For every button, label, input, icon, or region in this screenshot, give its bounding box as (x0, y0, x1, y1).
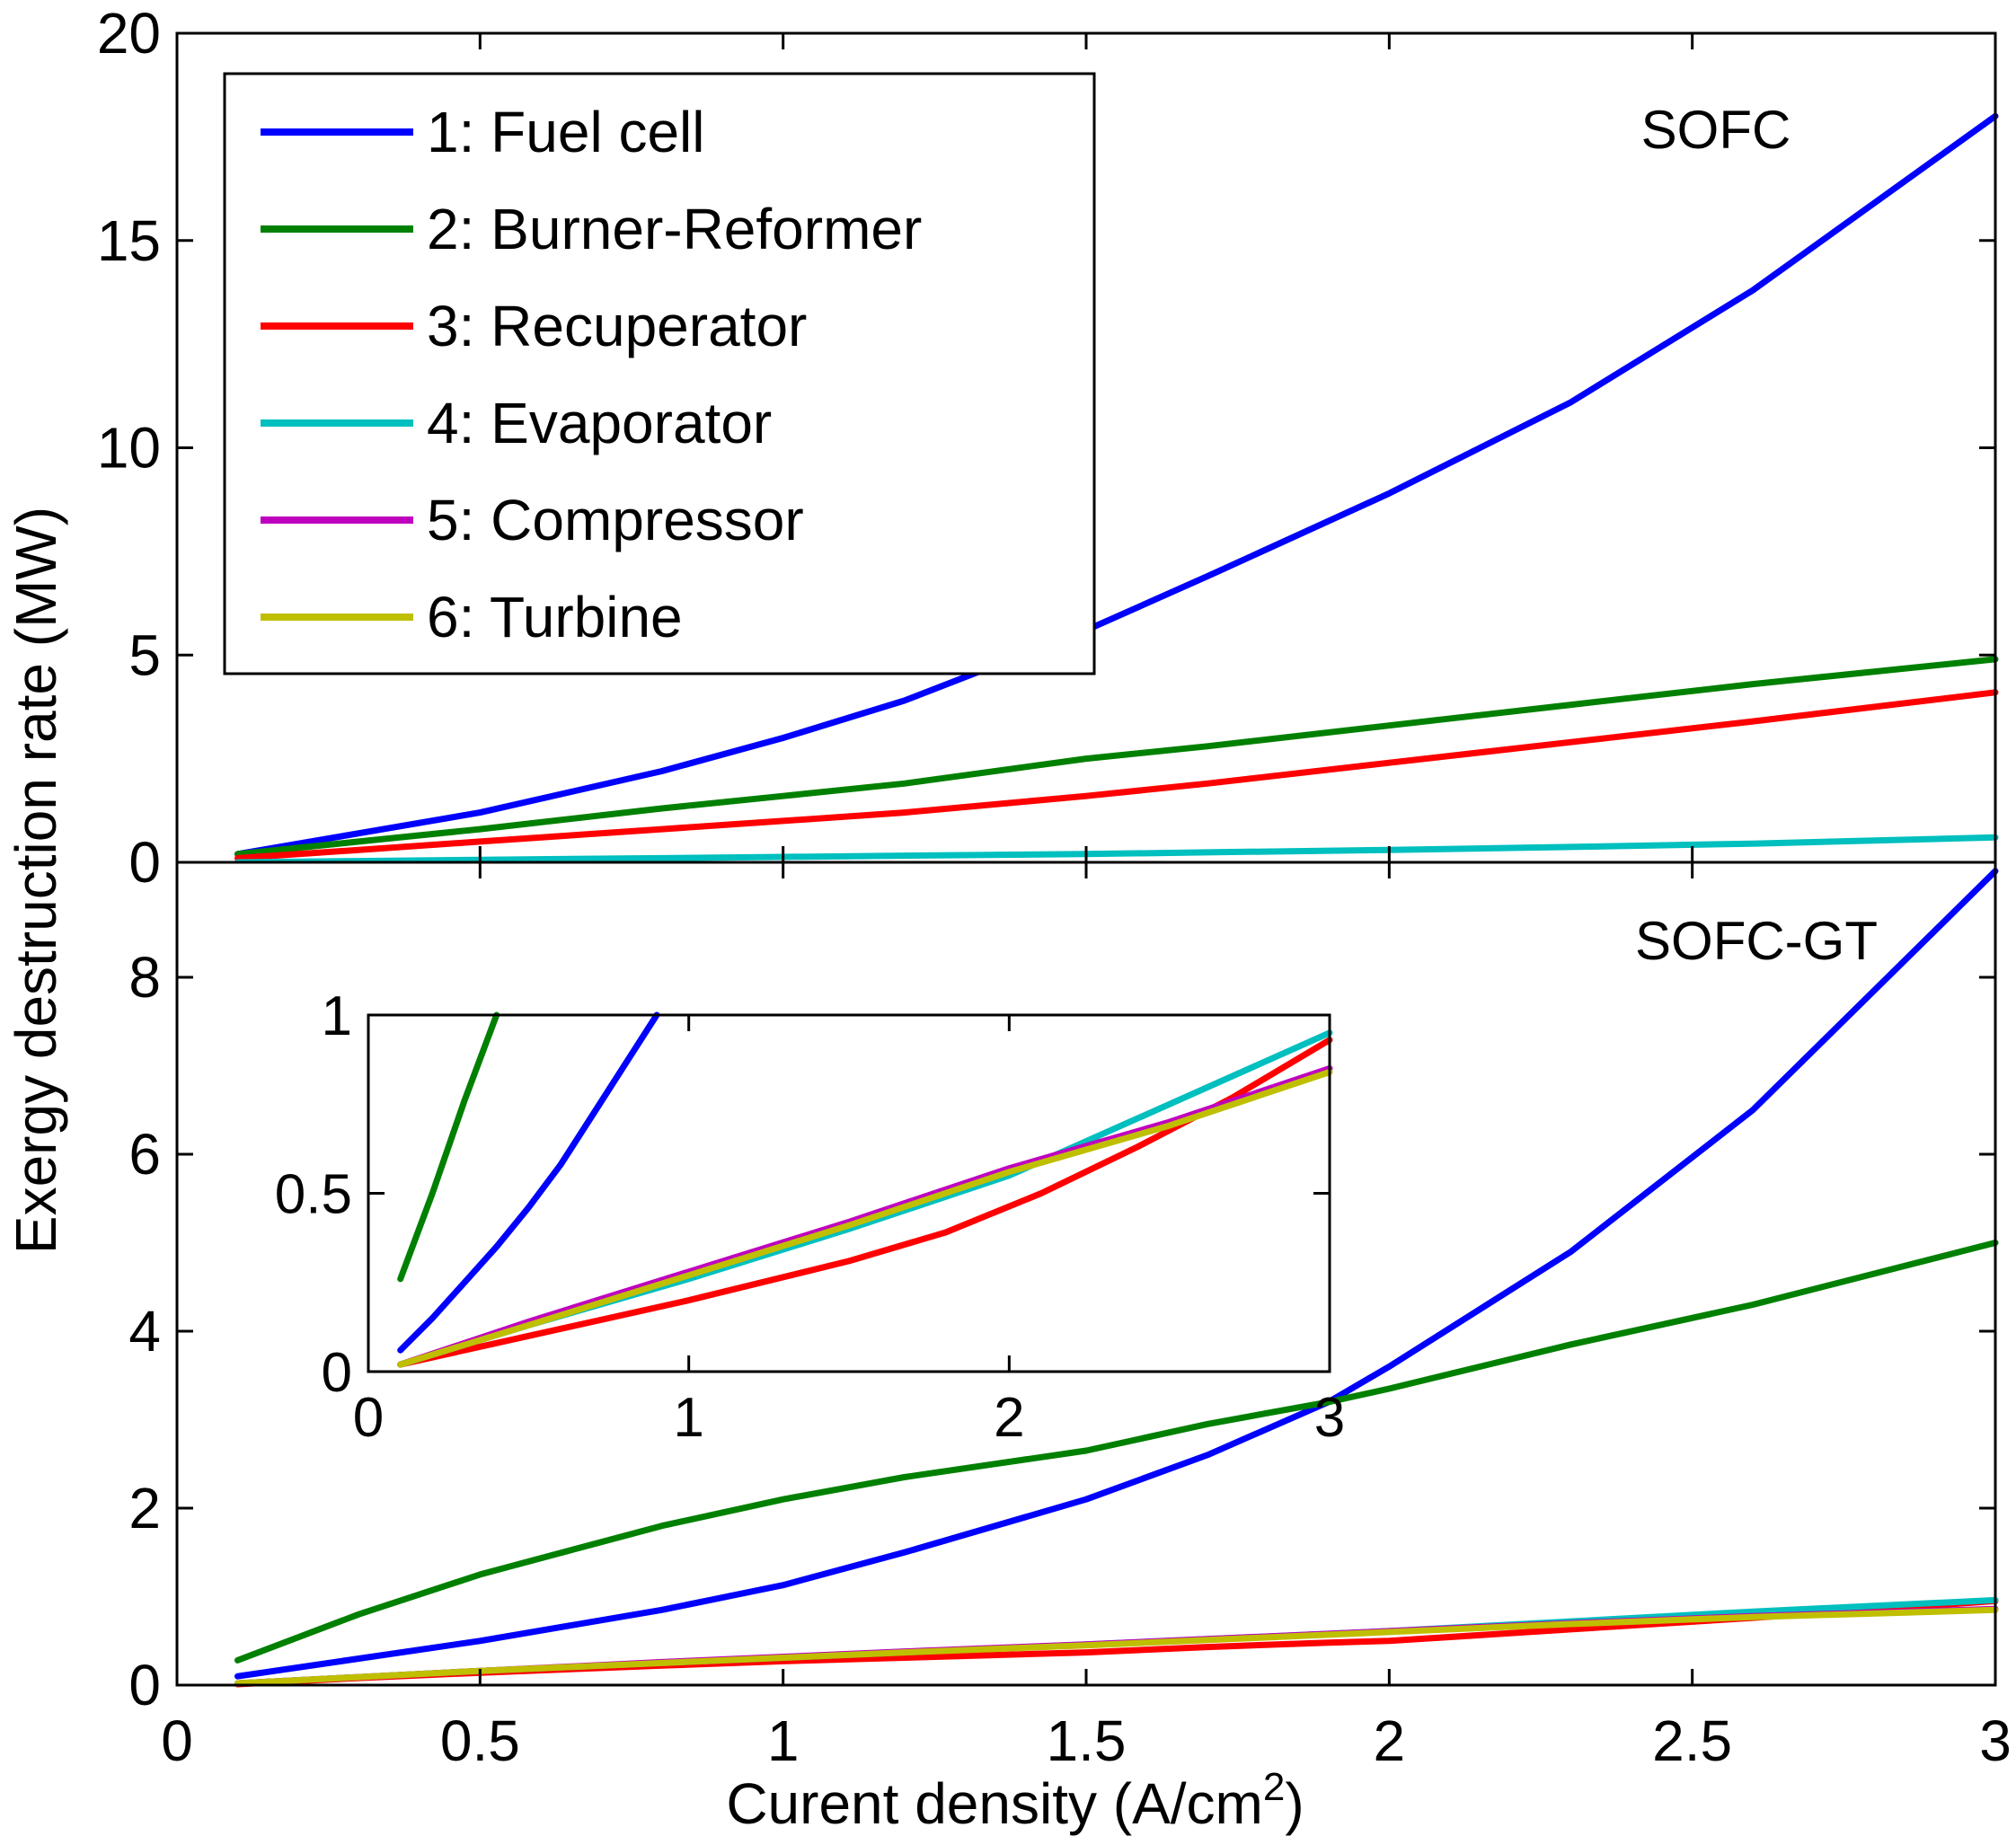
sofc-gt-x-tick-label: 1.5 (1047, 1708, 1127, 1773)
inset-y-tick-label: 0 (322, 1342, 352, 1404)
sofc-y-tick-label: 0 (128, 830, 161, 895)
legend-label-turbine: 6: Turbine (427, 585, 683, 649)
legend-label-burner-reformer: 2: Burner-Reformer (427, 197, 922, 261)
sofc-gt-x-tick-label: 2 (1374, 1708, 1406, 1773)
inset-line-fuel-cell (397, 1011, 660, 1354)
inset-x-tick-label: 2 (994, 1387, 1024, 1449)
legend-label-compressor: 5: Compressor (427, 488, 804, 552)
annotation-sofc-gt: SOFC-GT (1635, 911, 1878, 971)
inset-x-tick-label: 0 (353, 1387, 384, 1449)
inset-series (397, 1011, 1333, 1368)
inset-line-burner-reformer (397, 1011, 500, 1283)
sofc-gt-y-tick-label: 2 (128, 1476, 161, 1540)
sofc-gt-y-tick-label: 6 (128, 1122, 161, 1187)
sofc-gt-y-tick-label: 4 (128, 1299, 161, 1364)
sofc-gt-line-fuel-cell (234, 868, 1999, 1680)
inset-line-turbine (397, 1069, 1333, 1368)
legend-label-evaporator: 4: Evaporator (427, 391, 772, 455)
inset-x-tick-label: 1 (673, 1387, 703, 1449)
sofc-gt-y-tick-label: 8 (128, 945, 161, 1010)
x-axis-title-main: Curent density (A/cm (726, 1771, 1263, 1836)
sofc-y-tick-label: 10 (97, 416, 161, 481)
sofc-line-burner-reformer (234, 656, 1999, 858)
inset-x-tick-label: 3 (1314, 1387, 1345, 1449)
sofc-gt-x-tick-label: 3 (1979, 1708, 2012, 1773)
sofc-y-tick-label: 15 (97, 208, 161, 273)
x-axis-title: Curent density (A/cm2) (726, 1765, 1304, 1836)
inset-frame (367, 1013, 1331, 1373)
sofc-gt-x-tick-label: 1 (767, 1708, 800, 1773)
x-axis-title-close: ) (1285, 1771, 1304, 1836)
y-axis-title: Exergy destruction rate (MW) (4, 507, 68, 1254)
sofc-gt-line-burner-reformer (234, 1240, 1999, 1664)
sofc-gt-y-tick-label: 0 (128, 1653, 161, 1717)
annotation-sofc: SOFC (1641, 100, 1791, 160)
x-axis-title-superscript: 2 (1263, 1765, 1285, 1809)
inset-y-tick-label: 0.5 (275, 1164, 352, 1226)
legend: 1: Fuel cell 2: Burner-Reformer 3: Recuper… (223, 72, 1096, 675)
sofc-gt-x-tick-label: 0 (161, 1708, 193, 1773)
sofc-y-tick-label: 5 (128, 622, 161, 687)
legend-box (223, 72, 1096, 675)
sofc-gt-x-tick-label: 2.5 (1652, 1708, 1732, 1773)
sofc-y-tick-label: 20 (97, 1, 161, 66)
legend-label-recuperator: 3: Recuperator (427, 294, 807, 358)
legend-label-fuel-cell: 1: Fuel cell (427, 100, 704, 164)
sofc-line-evaporator (234, 834, 1999, 866)
sofc-line-recuperator (234, 689, 1999, 861)
inset-y-tick-label: 1 (322, 985, 352, 1047)
sofc-gt-x-tick-label: 0.5 (440, 1708, 520, 1773)
inset-line-compressor (397, 1065, 1333, 1368)
inset-panel: 0 1 2 3 0 0.5 1 (275, 985, 1345, 1449)
